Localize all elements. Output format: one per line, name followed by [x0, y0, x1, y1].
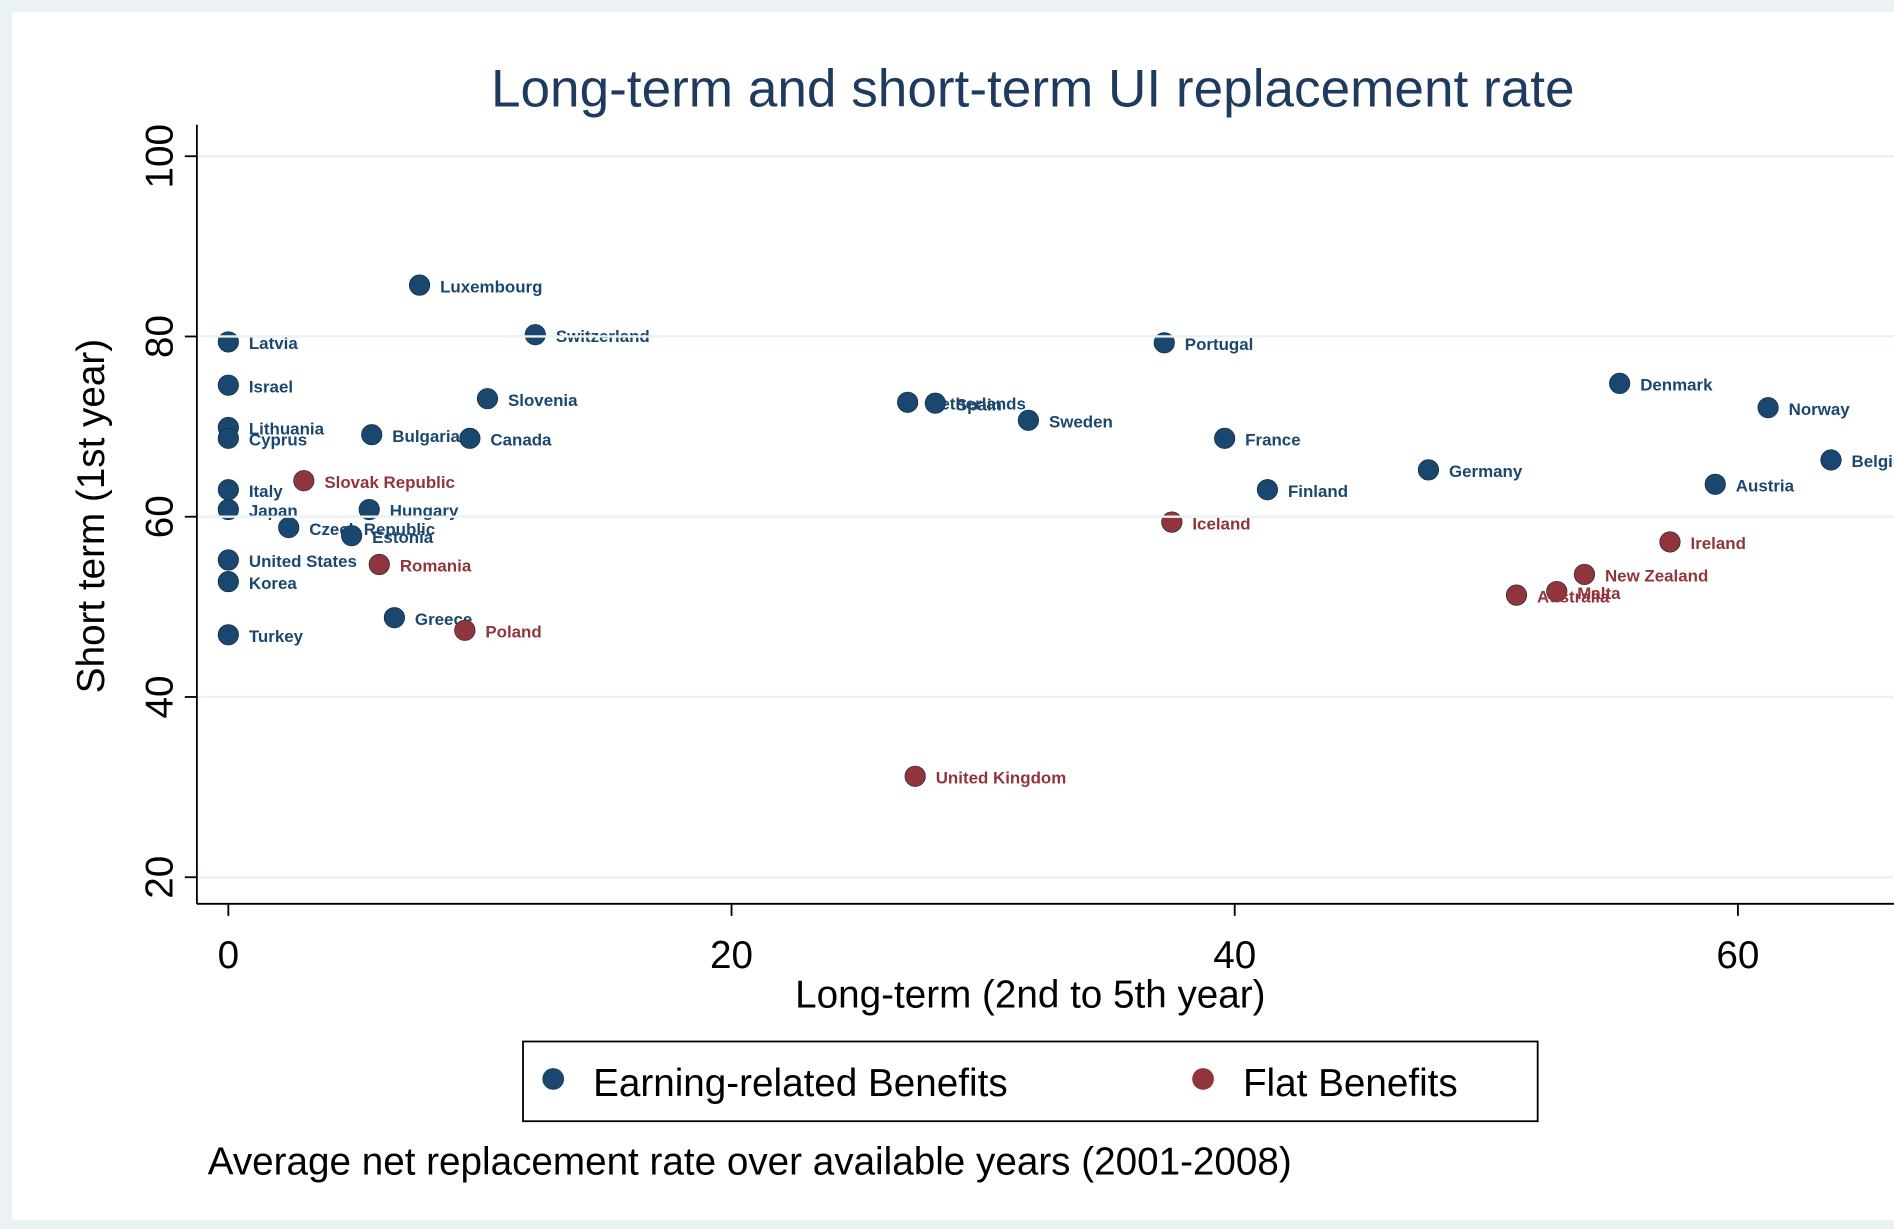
point	[341, 525, 363, 547]
point	[217, 549, 239, 571]
point-label: Ireland	[1691, 534, 1746, 553]
point-label: Malta	[1577, 584, 1621, 603]
point	[1757, 397, 1779, 419]
x-tick-label: 20	[710, 934, 753, 977]
point	[454, 619, 476, 641]
point	[1256, 479, 1278, 501]
point-label: Netherlands	[928, 395, 1026, 414]
point-label: Korea	[249, 574, 298, 593]
x-tick-label: 0	[218, 934, 240, 977]
y-tick-label: 60	[139, 495, 182, 538]
point-label: Sweden	[1049, 413, 1113, 432]
point	[217, 427, 239, 449]
point	[897, 391, 919, 413]
point-label: Norway	[1789, 400, 1851, 419]
point	[1546, 580, 1568, 603]
point	[1214, 427, 1236, 449]
point-label: France	[1245, 431, 1300, 450]
point	[924, 392, 946, 414]
plot-area	[196, 124, 1894, 904]
point-label: Canada	[490, 431, 552, 450]
x-axis-title: Long-term (2nd to 5th year)	[795, 974, 1265, 1017]
point	[217, 479, 239, 501]
point	[1820, 449, 1842, 471]
legend-label: Earning-related Benefits	[593, 1062, 1008, 1105]
legend-marker	[542, 1068, 565, 1090]
point	[1573, 563, 1596, 585]
point-label: Finland	[1288, 482, 1348, 501]
point-label: Germany	[1449, 462, 1523, 481]
point	[1704, 473, 1726, 495]
point-label: Belgium	[1852, 452, 1894, 471]
point	[1161, 511, 1183, 533]
point-label: Spain	[956, 395, 1002, 414]
point-label: Poland	[485, 623, 541, 642]
plot-layer: LatviaIsraelLithuaniaCyprusItalyJapanUni…	[217, 274, 1894, 788]
x-tick-label: 60	[1716, 934, 1759, 977]
point	[278, 516, 300, 539]
point	[217, 374, 239, 396]
legend-box	[522, 1040, 1539, 1123]
point-label: Romania	[400, 557, 472, 576]
point-label: United Kingdom	[936, 769, 1067, 788]
point-label: Luxembourg	[440, 277, 542, 296]
point-label: Portugal	[1185, 335, 1254, 354]
point	[1609, 372, 1631, 394]
point	[217, 624, 239, 646]
y-tick-label: 40	[139, 675, 182, 718]
y-tick-label: 20	[139, 856, 182, 899]
point	[904, 765, 926, 787]
legend-marker	[1192, 1068, 1214, 1090]
point-label: Austria	[1736, 477, 1795, 496]
note: Average net replacement rate over availa…	[208, 1140, 1292, 1183]
point	[293, 470, 315, 492]
point	[1417, 459, 1440, 481]
point	[358, 498, 380, 521]
point-label: Italy	[249, 482, 283, 501]
point	[217, 571, 239, 593]
point-label: Bulgaria	[392, 427, 460, 446]
point	[476, 388, 499, 410]
x-tick-label: 40	[1213, 934, 1256, 977]
point-label: Czech Republic	[309, 520, 435, 539]
point-label: Iceland	[1192, 514, 1250, 533]
y-axis-title: Short term (1st year)	[70, 339, 113, 693]
point-label: Estonia	[372, 528, 434, 547]
point	[524, 324, 546, 346]
point	[368, 553, 390, 576]
point	[1017, 409, 1039, 431]
chart-title: Long-term and short-term UI replacement …	[491, 60, 1575, 119]
point-label: Slovenia	[508, 391, 578, 410]
point	[1505, 584, 1528, 606]
point	[459, 427, 481, 449]
point-label: Slovak Republic	[324, 473, 455, 492]
point-label: Lithuania	[249, 420, 325, 439]
point	[217, 498, 239, 521]
point-label: Israel	[249, 377, 293, 396]
point	[217, 331, 239, 353]
point-label: Denmark	[1640, 376, 1713, 395]
point	[1659, 531, 1681, 553]
point-label: United States	[249, 552, 357, 571]
point	[408, 274, 431, 296]
point-label: Latvia	[249, 334, 298, 353]
y-tick-label: 80	[139, 315, 182, 358]
point	[361, 424, 383, 446]
point-label: Cyprus	[249, 431, 307, 450]
point-label: New Zealand	[1605, 567, 1708, 586]
y-tick-label: 100	[139, 124, 182, 188]
legend-label: Flat Benefits	[1243, 1062, 1458, 1105]
point-label: Australia	[1537, 587, 1610, 606]
point	[383, 607, 405, 629]
point-label: Turkey	[249, 627, 304, 646]
